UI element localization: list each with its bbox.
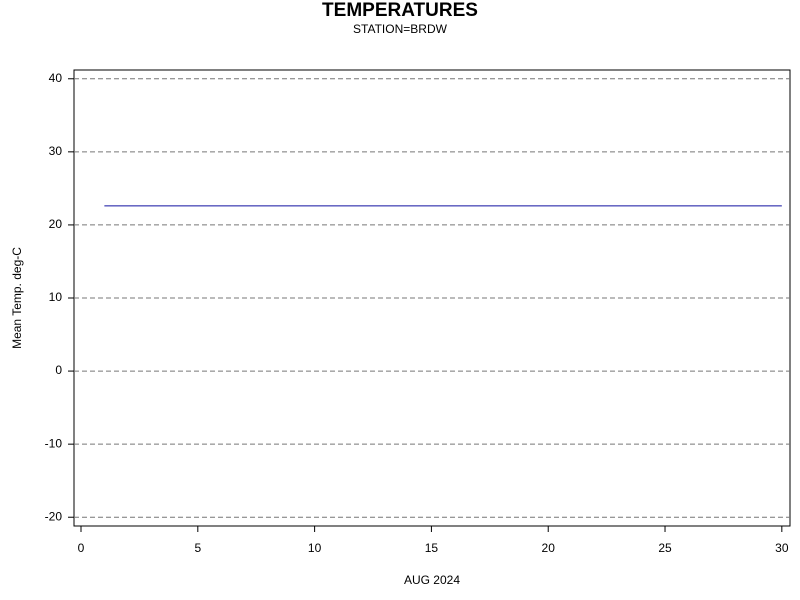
chart-title: TEMPERATURES	[322, 0, 478, 21]
x-tick-label: 20	[542, 541, 556, 555]
x-tick-label: 15	[425, 541, 439, 555]
y-tick-label: 0	[55, 363, 62, 377]
x-tick-label: 30	[775, 541, 789, 555]
y-axis-label: Mean Temp. deg-C	[10, 247, 24, 349]
x-tick-label: 10	[308, 541, 322, 555]
y-tick-label: 30	[49, 144, 63, 158]
x-tick-label: 25	[658, 541, 672, 555]
x-tick-label: 5	[194, 541, 201, 555]
x-tick-label: 0	[78, 541, 85, 555]
y-tick-label: -20	[45, 509, 63, 523]
y-tick-label: 40	[49, 71, 63, 85]
y-tick-label: -10	[45, 436, 63, 450]
x-axis-label: AUG 2024	[404, 573, 460, 587]
y-tick-label: 20	[49, 217, 63, 231]
y-tick-label: 10	[49, 290, 63, 304]
chart-subtitle: STATION=BRDW	[353, 22, 448, 36]
